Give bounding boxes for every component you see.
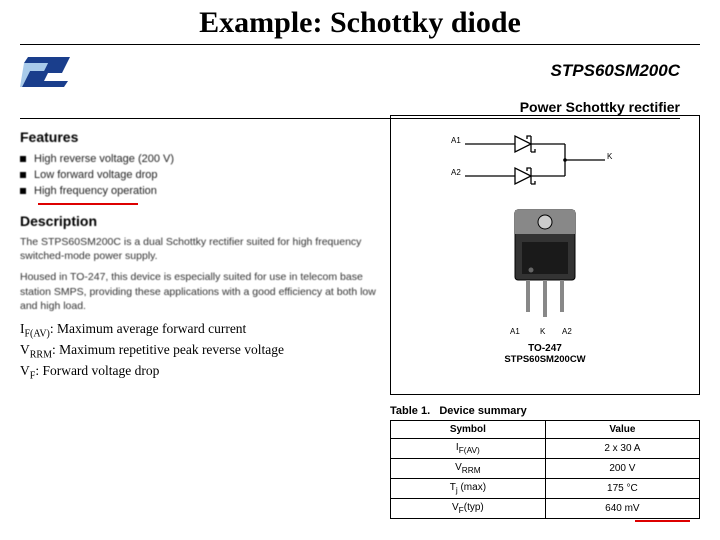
table-caption: Table 1. Device summary bbox=[390, 405, 700, 417]
title-rule bbox=[20, 44, 700, 45]
table-row: VRRM 200 V bbox=[391, 459, 700, 479]
table-row: IF(AV) 2 x 30 A bbox=[391, 439, 700, 459]
table-header: Value bbox=[545, 421, 699, 439]
description-paragraph: Housed in TO-247, this device is especia… bbox=[20, 270, 380, 313]
definition-line: IF(AV): Maximum average forward current bbox=[20, 320, 380, 341]
feature-item: High reverse voltage (200 V) bbox=[20, 151, 380, 167]
red-underline-icon bbox=[635, 520, 690, 522]
symbol-definitions: IF(AV): Maximum average forward current … bbox=[20, 320, 380, 384]
definition-line: VRRM: Maximum repetitive peak reverse vo… bbox=[20, 341, 380, 362]
features-list: High reverse voltage (200 V) Low forward… bbox=[20, 151, 380, 199]
package-name: TO-247 bbox=[500, 343, 590, 354]
content-area: STPS60SM200C Power Schottky rectifier Fe… bbox=[0, 51, 720, 519]
st-logo-icon bbox=[20, 53, 74, 89]
description-paragraph: The STPS60SM200C is a dual Schottky rect… bbox=[20, 235, 380, 263]
orderable-part: STPS60SM200CW bbox=[500, 354, 590, 365]
feature-item: Low forward voltage drop bbox=[20, 167, 380, 183]
pkg-pin-label: A2 bbox=[562, 327, 572, 336]
table-header-row: Symbol Value bbox=[391, 421, 700, 439]
to247-package-icon: A1 K A2 TO-247 STPS60SM200CW bbox=[500, 202, 590, 365]
definition-line: VF: Forward voltage drop bbox=[20, 362, 380, 383]
pin-label: A2 bbox=[451, 168, 461, 177]
table-header: Symbol bbox=[391, 421, 546, 439]
header-row: STPS60SM200C bbox=[20, 51, 680, 95]
slide-title: Example: Schottky diode bbox=[0, 0, 720, 44]
right-column: A1 A2 K A1 K A2 bbox=[380, 111, 700, 519]
pin-label: A1 bbox=[451, 136, 461, 145]
device-summary-table: Symbol Value IF(AV) 2 x 30 A VRRM 200 V … bbox=[390, 420, 700, 519]
feature-item: High frequency operation bbox=[20, 183, 380, 199]
left-column: STPS60SM200C Power Schottky rectifier Fe… bbox=[20, 51, 380, 519]
table-row: VF(typ) 640 mV bbox=[391, 499, 700, 519]
pin-label: K bbox=[607, 152, 612, 161]
description-heading: Description bbox=[20, 213, 380, 229]
features-heading: Features bbox=[20, 129, 380, 145]
circuit-symbol-icon: A1 A2 K bbox=[445, 126, 645, 196]
pkg-pin-label: K bbox=[540, 327, 545, 336]
package-diagram: A1 A2 K A1 K A2 bbox=[390, 115, 700, 395]
part-number: STPS60SM200C bbox=[551, 61, 680, 81]
table-row: Tj (max) 175 °C bbox=[391, 479, 700, 499]
pkg-pin-label: A1 bbox=[510, 327, 520, 336]
red-underline-icon bbox=[38, 203, 138, 205]
